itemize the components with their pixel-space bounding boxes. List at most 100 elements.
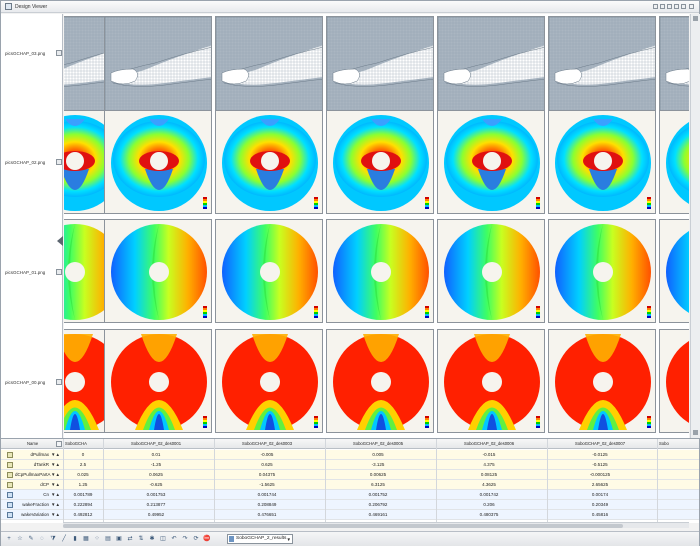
design-image-thumbnail[interactable] (659, 16, 689, 120)
sort-arrows-icon[interactable]: ▼▲ (51, 452, 60, 457)
design-image-thumbnail[interactable] (659, 110, 689, 214)
table-cell: 4.375 (483, 462, 495, 467)
scroll-down-icon[interactable] (693, 430, 698, 435)
restore-icon[interactable] (660, 4, 665, 9)
design-image-thumbnail[interactable] (215, 110, 323, 214)
design-image-thumbnail[interactable] (326, 110, 434, 214)
table-row[interactable]: dCP ▼▲ 1.25 -0.625 -1.5625 6.3125 4.3625 2.6562… (1, 480, 699, 490)
design-image-thumbnail[interactable] (659, 219, 689, 323)
chevron-down-icon[interactable]: ▼ (286, 537, 291, 542)
contour-c-image (105, 330, 211, 432)
table-row[interactable]: wakeFraction ▼▲ 0.222894 0.213877 0.208849 0.… (1, 500, 699, 510)
column-header[interactable]: Sobo (659, 441, 669, 446)
scatter-icon[interactable]: ⁘ (94, 536, 100, 542)
design-image-thumbnail[interactable] (548, 219, 656, 323)
close-icon[interactable] (689, 4, 694, 9)
column-header[interactable]: SoboGCHAP_02_des0006 (463, 441, 515, 446)
design-image-thumbnail[interactable] (437, 16, 545, 120)
lasso-icon[interactable]: ◌ (40, 536, 44, 542)
scroll-up-icon[interactable] (693, 16, 698, 21)
app-icon (5, 3, 12, 10)
plus-icon[interactable]: + (7, 536, 11, 542)
design-image-thumbnail[interactable] (215, 219, 323, 323)
design-image-thumbnail[interactable] (215, 329, 323, 433)
pin-icon[interactable] (653, 4, 658, 9)
design-image-thumbnail[interactable] (548, 329, 656, 433)
filter-icon[interactable]: ⧩ (50, 536, 56, 542)
design-image-thumbnail[interactable] (326, 219, 434, 323)
splitter-arrow-icon[interactable] (57, 236, 63, 246)
compare-icon[interactable]: ⇄ (127, 536, 133, 542)
column-separator[interactable] (325, 439, 326, 523)
design-image-thumbnail[interactable] (104, 16, 212, 120)
design-image-thumbnail[interactable] (548, 110, 656, 214)
stop-icon[interactable]: ⛔ (203, 536, 211, 542)
minimize-icon[interactable] (674, 4, 679, 9)
line-icon[interactable]: ╱ (62, 536, 66, 542)
name-column-header[interactable]: Name (27, 441, 39, 446)
table-icon[interactable]: ▤ (105, 536, 111, 542)
maximize-icon[interactable] (681, 4, 686, 9)
results-select[interactable]: SoboGCHAP_2_results ▼ (227, 534, 293, 544)
row-options-button[interactable] (56, 269, 62, 275)
column-header[interactable]: SoboGCHAP_02_des0005 (352, 441, 404, 446)
column-separator[interactable] (214, 439, 215, 523)
design-image-thumbnail[interactable] (437, 110, 545, 214)
design-image-thumbnail[interactable] (104, 219, 212, 323)
table-row[interactable]: wakeVariation ▼▲ 0.492812 0.49952 0.476651 0.… (1, 510, 699, 520)
table-row[interactable]: dTankR ▼▲ 2.5 -1.25 0.625 -3.125 4.375 -0.5125 (1, 460, 699, 470)
sort-arrows-icon[interactable]: ▼▲ (51, 472, 60, 477)
image-icon[interactable]: ▣ (116, 536, 122, 542)
pencil-icon[interactable]: ✎ (28, 536, 34, 542)
row-options-button[interactable] (56, 379, 62, 385)
column-header[interactable]: SoboGCHAP_02_des0003 (241, 441, 293, 446)
column-separator[interactable] (547, 439, 548, 523)
redo-icon[interactable]: ↷ (182, 536, 188, 542)
sort-arrows-icon[interactable]: ▼▲ (51, 512, 60, 517)
sort-arrows-icon[interactable]: ▼▲ (51, 462, 60, 467)
design-image-thumbnail[interactable] (326, 329, 434, 433)
scroll-thumb[interactable] (63, 524, 623, 528)
float-icon[interactable] (667, 4, 672, 9)
sort-arrows-icon[interactable]: ▼▲ (51, 492, 60, 497)
sort-arrows-icon[interactable]: ▼▲ (51, 482, 60, 487)
chart-icon[interactable]: ▮ (73, 536, 77, 542)
grid-icon[interactable]: ▦ (83, 536, 89, 542)
sort-arrows-icon[interactable]: ▼▲ (51, 502, 60, 507)
column-separator[interactable] (657, 439, 658, 523)
column-separator[interactable] (63, 439, 64, 523)
design-image-thumbnail[interactable] (659, 329, 689, 433)
cluster-icon[interactable]: ✱ (149, 536, 155, 542)
group-icon[interactable]: ◫ (160, 536, 166, 542)
column-separator[interactable] (103, 439, 104, 523)
design-image-thumbnail[interactable] (437, 219, 545, 323)
header-filter-button[interactable] (56, 441, 62, 447)
horizontal-scrollbar[interactable] (63, 522, 689, 528)
contour-b-image (216, 220, 322, 322)
table-row[interactable]: Cn ▼▲ 0.001789 0.001753 0.001744 0.001752 0.00… (1, 490, 699, 500)
design-image-thumbnail[interactable] (215, 16, 323, 120)
refresh-icon[interactable]: ⟳ (193, 536, 199, 542)
column-separator[interactable] (436, 439, 437, 523)
table-cell: 0 (81, 452, 85, 457)
sort-icon[interactable]: ⇅ (138, 536, 144, 542)
design-image-thumbnail[interactable] (437, 329, 545, 433)
row-options-button[interactable] (56, 50, 62, 56)
design-image-thumbnail[interactable] (64, 219, 128, 323)
vertical-scrollbar[interactable] (690, 14, 700, 438)
design-image-thumbnail[interactable] (548, 16, 656, 120)
design-image-thumbnail[interactable] (326, 16, 434, 120)
table-cell: 0.206 (483, 502, 495, 507)
column-header[interactable]: SoboGCHA (65, 441, 87, 446)
table-row[interactable]: dPullmax ▼▲ 0 0.01 -0.005 0.005 -0.015 -0.0125 (1, 450, 699, 460)
row-options-button[interactable] (56, 159, 62, 165)
column-header[interactable]: SoboGCHAP_02_des0007 (574, 441, 626, 446)
design-image-thumbnail[interactable] (104, 110, 212, 214)
contour-a-image (438, 111, 544, 213)
table-row[interactable]: dCpPullmaxPartA ▼▲ 0.025 0.0625 0.04375 0.006… (1, 470, 699, 480)
undo-icon[interactable]: ↶ (171, 536, 177, 542)
table-cell: 0.492812 (73, 512, 93, 517)
star-icon[interactable]: ☆ (17, 536, 23, 542)
design-image-thumbnail[interactable] (104, 329, 212, 433)
column-header[interactable]: SoboGCHAP_02_des0001 (130, 441, 182, 446)
